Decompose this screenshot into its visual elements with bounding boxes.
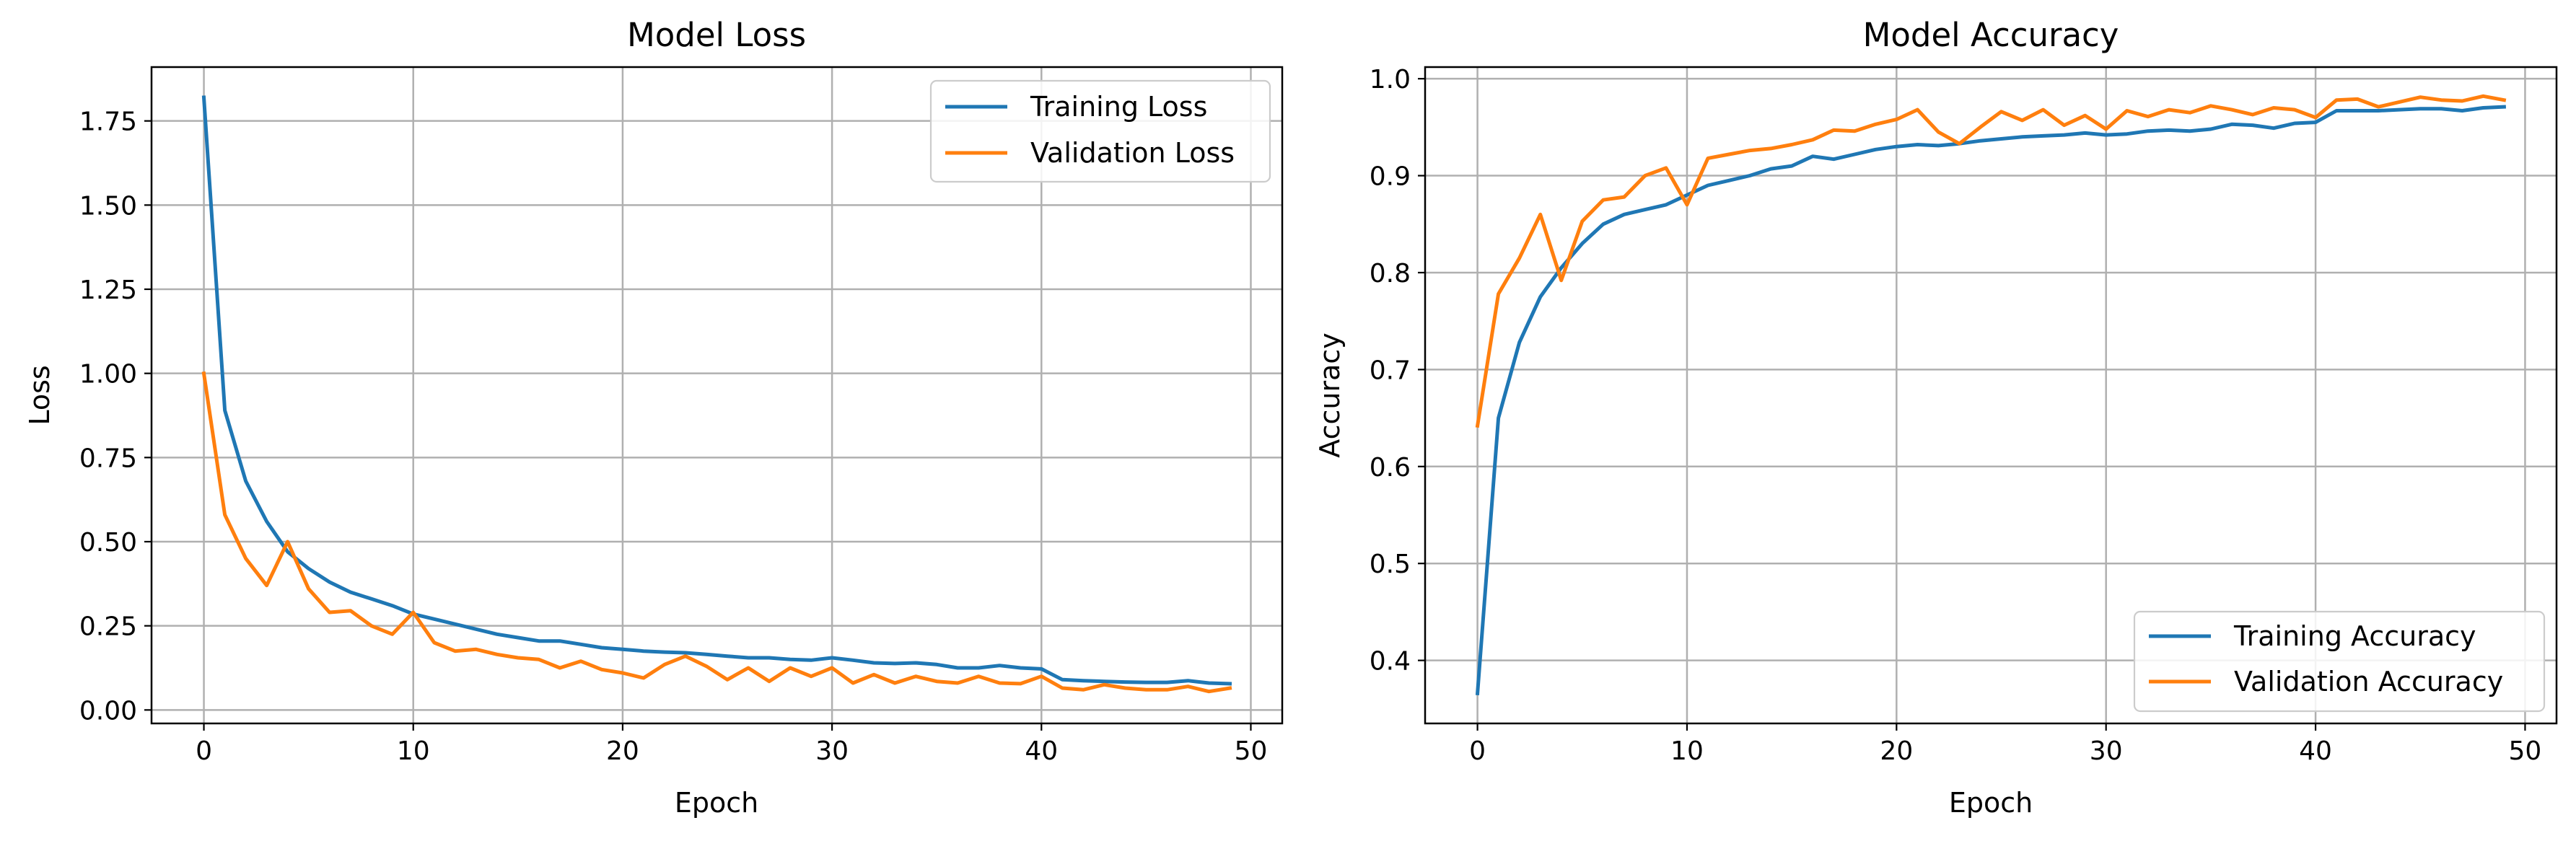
loss-x-tick-label: 0 (196, 736, 212, 766)
loss-y-tick-label: 1.50 (79, 191, 137, 221)
accuracy-x-tick-label: 0 (1469, 736, 1486, 766)
accuracy-legend-label-validation: Validation Accuracy (2234, 666, 2503, 697)
accuracy-y-tick-label: 0.6 (1370, 453, 1411, 483)
loss-x-tick-label: 20 (606, 736, 639, 766)
loss-chart: 0 10 20 30 40 50 0.00 0.25 0.50 0.75 1.00 1.25 1.50 1… (24, 16, 1284, 819)
accuracy-chart-title: Model Accuracy (1863, 16, 2119, 54)
loss-y-tick-label: 0.25 (79, 612, 137, 642)
loss-y-tick-label: 0.50 (79, 528, 137, 558)
accuracy-x-tick-label: 40 (2299, 736, 2332, 766)
accuracy-x-tick-label: 50 (2509, 736, 2542, 766)
accuracy-x-tick-label: 10 (1670, 736, 1704, 766)
loss-y-tick-label: 1.00 (79, 360, 137, 389)
loss-legend: Training Loss Validation Loss (929, 79, 1271, 183)
loss-series-training-loss (201, 95, 1232, 686)
loss-x-axis-label: Epoch (675, 787, 758, 819)
loss-x-tick-label: 50 (1235, 736, 1268, 766)
accuracy-y-tick-label: 1.0 (1370, 65, 1411, 94)
loss-y-tick-label: 0.00 (79, 696, 137, 726)
loss-chart-title: Model Loss (627, 16, 806, 54)
loss-y-tick-label: 1.25 (79, 276, 137, 305)
loss-x-tick-label: 30 (815, 736, 849, 766)
loss-y-axis-label: Loss (24, 365, 56, 425)
loss-legend-label-validation: Validation Loss (1030, 137, 1235, 169)
accuracy-y-tick-label: 0.5 (1370, 550, 1411, 579)
accuracy-ticks: 0 10 20 30 40 50 0.4 0.5 0.6 0.7 0.8 0.9 1.0 (1370, 65, 2542, 766)
accuracy-series-training-accuracy (1475, 105, 2507, 695)
accuracy-y-tick-label: 0.9 (1370, 162, 1411, 192)
accuracy-legend-box (2133, 610, 2546, 713)
accuracy-x-tick-label: 30 (2090, 736, 2123, 766)
loss-y-tick-label: 1.75 (79, 107, 137, 137)
loss-legend-box (929, 79, 1271, 183)
loss-x-tick-label: 10 (397, 736, 430, 766)
loss-x-tick-label: 40 (1025, 736, 1058, 766)
loss-ticks: 0 10 20 30 40 50 0.00 0.25 0.50 0.75 1.00 1.25 1.50 1… (79, 107, 1268, 766)
loss-legend-label-training: Training Loss (1030, 91, 1207, 123)
loss-lines (201, 95, 1232, 694)
accuracy-chart: 0 10 20 30 40 50 0.4 0.5 0.6 0.7 0.8 0.9 1.0 Model A… (1314, 16, 2558, 819)
accuracy-legend: Training Accuracy Validation Accuracy (2133, 610, 2546, 713)
accuracy-y-tick-label: 0.4 (1370, 647, 1411, 677)
accuracy-series-validation-accuracy (1475, 94, 2507, 428)
loss-plot-frame (150, 66, 1284, 725)
loss-y-tick-label: 0.75 (79, 444, 137, 473)
accuracy-y-axis-label: Accuracy (1314, 333, 1346, 458)
loss-series-validation-loss (201, 371, 1232, 694)
accuracy-x-axis-label: Epoch (1949, 787, 2033, 819)
accuracy-lines (1475, 94, 2507, 695)
accuracy-y-tick-label: 0.7 (1370, 356, 1411, 385)
accuracy-plot-frame (1424, 66, 2558, 725)
accuracy-y-tick-label: 0.8 (1370, 259, 1411, 289)
accuracy-x-tick-label: 20 (1880, 736, 1913, 766)
accuracy-legend-label-training: Training Accuracy (2233, 620, 2476, 652)
